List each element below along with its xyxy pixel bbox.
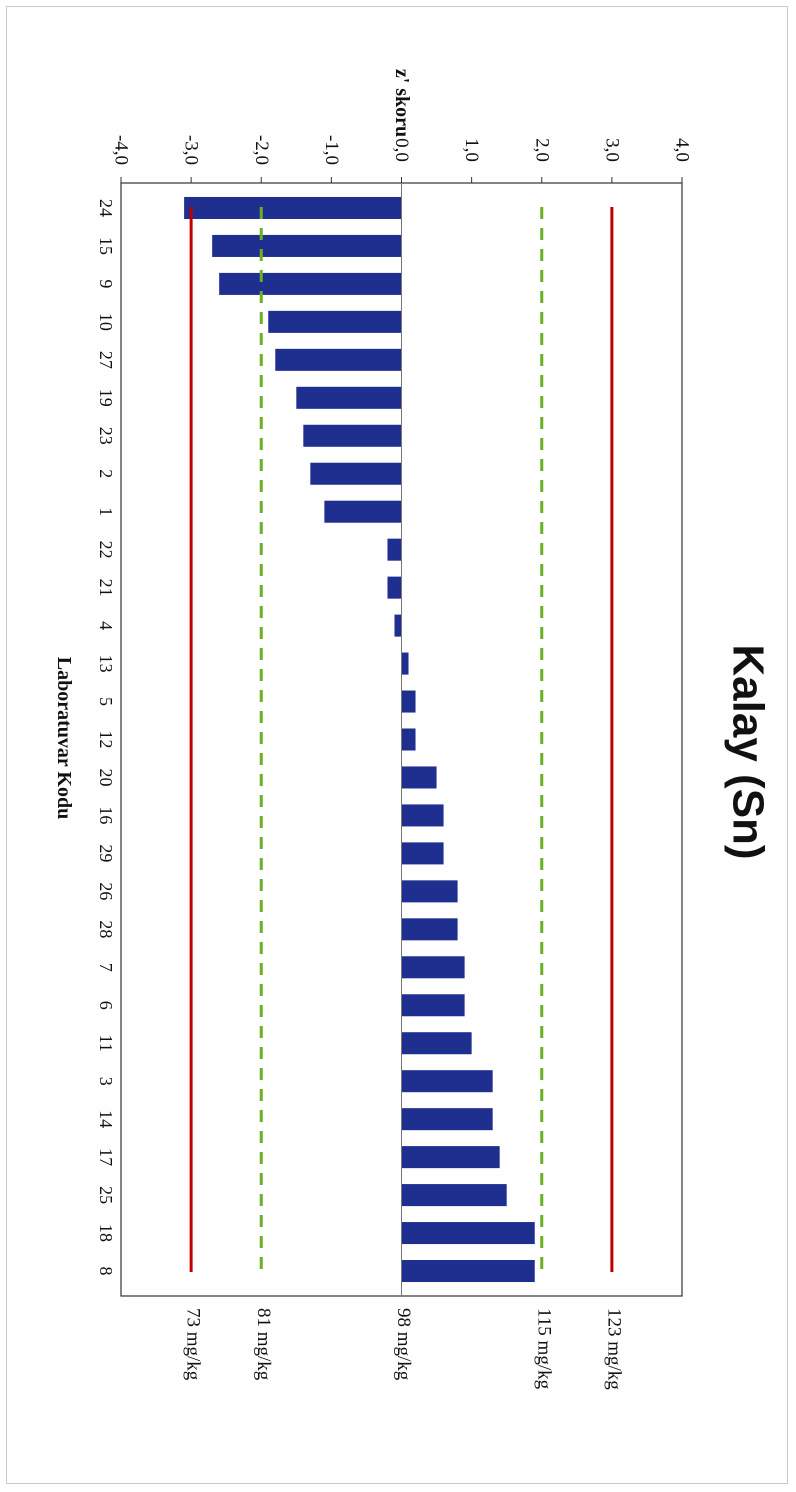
reference-value-label: 73 mg/kg: [183, 1308, 204, 1381]
bar-lab-18: [401, 1222, 535, 1245]
y-tick-label: -1,0: [321, 135, 342, 165]
bar-lab-9: [219, 272, 402, 295]
reference-value-label: 81 mg/kg: [253, 1308, 274, 1381]
category-label: 24: [96, 199, 116, 217]
reference-value-label: 123 mg/kg: [603, 1308, 624, 1390]
category-label: 15: [96, 237, 116, 255]
bar-lab-15: [212, 234, 402, 257]
bar-lab-20: [401, 766, 437, 789]
category-label: 19: [96, 389, 116, 407]
y-tick-label: 3,0: [601, 138, 622, 162]
bar-lab-22: [387, 538, 402, 561]
bar-lab-13: [401, 652, 409, 675]
category-label: 7: [96, 963, 116, 972]
bar-lab-25: [401, 1184, 507, 1207]
category-label: 27: [96, 351, 116, 369]
y-tick-label: -2,0: [251, 135, 272, 165]
y-axis-title: z' skoru: [391, 69, 413, 137]
category-label: 23: [96, 427, 116, 445]
bar-lab-3: [401, 1070, 493, 1093]
bar-lab-2: [310, 462, 402, 485]
category-label: 29: [96, 844, 116, 862]
category-label: 2: [96, 469, 116, 478]
bar-lab-11: [401, 1032, 472, 1055]
bar-lab-8: [401, 1260, 535, 1283]
bar-lab-19: [296, 386, 402, 409]
category-label: 25: [96, 1186, 116, 1204]
category-label: 9: [96, 279, 116, 288]
category-label: 18: [96, 1224, 116, 1242]
category-label: 14: [96, 1110, 116, 1128]
bar-lab-27: [275, 348, 402, 371]
x-axis-title: Laboratuvar Kodu: [53, 657, 75, 819]
bar-lab-17: [401, 1146, 500, 1169]
category-label: 26: [96, 882, 116, 900]
category-label: 6: [96, 1001, 116, 1010]
category-label: 13: [96, 655, 116, 673]
bar-lab-29: [401, 842, 444, 865]
bar-lab-28: [401, 918, 458, 941]
bar-lab-4: [394, 614, 402, 637]
y-tick-label: 4,0: [672, 138, 693, 162]
y-tick-label: 1,0: [461, 138, 482, 162]
category-label: 4: [96, 621, 116, 630]
bar-lab-14: [401, 1108, 493, 1131]
category-label: 20: [96, 768, 116, 786]
category-label: 12: [96, 731, 116, 749]
y-tick-label: -4,0: [111, 135, 132, 165]
y-tick-label: 0,0: [391, 138, 412, 162]
category-label: 5: [96, 697, 116, 706]
bar-lab-26: [401, 880, 458, 903]
bar-lab-5: [401, 690, 416, 713]
bar-lab-6: [401, 994, 465, 1017]
y-tick-label: -3,0: [181, 135, 202, 165]
category-label: 21: [96, 579, 116, 597]
category-label: 3: [96, 1077, 116, 1086]
category-label: 22: [96, 541, 116, 559]
bar-lab-12: [401, 728, 416, 751]
reference-value-label: 98 mg/kg: [393, 1308, 414, 1381]
bar-lab-16: [401, 804, 444, 827]
category-label: 17: [96, 1148, 116, 1166]
category-label: 8: [96, 1267, 116, 1276]
reference-value-label: 115 mg/kg: [533, 1308, 554, 1390]
bar-lab-21: [387, 576, 402, 599]
bar-lab-1: [324, 500, 402, 523]
category-label: 28: [96, 920, 116, 938]
category-label: 11: [96, 1035, 116, 1052]
bar-lab-7: [401, 956, 465, 979]
bar-lab-10: [268, 310, 402, 333]
bar-lab-24: [184, 196, 402, 219]
bar-lab-23: [303, 424, 402, 447]
chart-title: Kalay (Sn): [724, 644, 773, 859]
category-label: 16: [96, 806, 116, 824]
category-label: 1: [96, 507, 116, 516]
y-tick-label: 2,0: [531, 138, 552, 162]
category-label: 10: [96, 313, 116, 331]
